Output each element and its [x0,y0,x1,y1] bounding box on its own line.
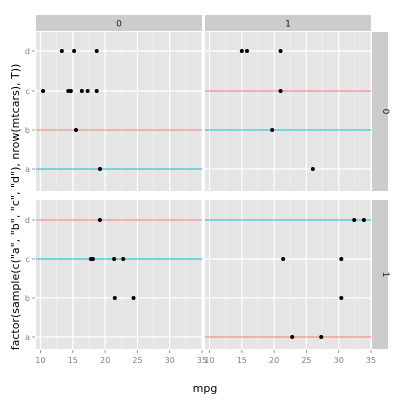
data-point [90,257,95,261]
panel-background [205,32,371,191]
x-tick-label: 25 [132,356,142,365]
x-axis-title: mpg [193,382,218,395]
data-point [79,89,84,93]
data-point [121,257,126,261]
y-axis-title: factor(sample(c("a", "b", "c", "d"), nro… [9,64,22,351]
data-point [244,49,249,53]
y-tick-label: b [25,126,30,135]
data-point [97,167,102,171]
facet-strip-label: 0 [116,20,122,30]
data-point [310,167,315,171]
data-point [361,218,366,222]
facet-strip-label: 1 [285,20,291,30]
y-tick-label: c [26,255,30,264]
y-tick-label: d [25,216,30,225]
y-tick-label: d [25,47,30,56]
x-tick-label: 30 [334,356,344,365]
y-tick-label: c [26,87,30,96]
data-point [239,49,244,53]
x-tick-label: 15 [68,356,78,365]
x-tick-label: 20 [269,356,279,365]
data-point [74,128,79,132]
data-point [270,128,275,132]
data-point [94,49,99,53]
y-tick-label: a [25,165,30,174]
x-tick-label: 35 [197,356,207,365]
data-point [278,49,283,53]
data-point [85,89,90,93]
facet-strip-label: 0 [380,109,390,115]
data-point [281,257,286,261]
panel-background [36,200,202,349]
panel-background [36,32,202,191]
y-tick-label: b [25,294,30,303]
data-point [290,335,295,339]
data-point [94,89,99,93]
facet-strip-right [372,200,388,349]
data-point [112,257,117,261]
data-point [339,296,344,300]
data-point [97,218,102,222]
data-point [68,89,73,93]
facet-strip-right [372,32,388,191]
facet-strip-label: 1 [380,272,390,278]
data-point [352,218,357,222]
x-tick-label: 10 [35,356,45,365]
data-point [59,49,64,53]
x-tick-label: 10 [204,356,214,365]
data-point [319,335,324,339]
facet-strip-top [205,15,371,31]
data-point [41,89,46,93]
x-tick-label: 35 [366,356,376,365]
x-tick-label: 20 [100,356,110,365]
x-tick-label: 15 [237,356,247,365]
panel-background [205,200,371,349]
y-tick-label: a [25,333,30,342]
facet-strip-top [36,15,202,31]
x-tick-label: 30 [165,356,175,365]
data-point [112,296,117,300]
data-point [339,257,344,261]
data-point [131,296,136,300]
data-point [72,49,77,53]
data-point [278,89,283,93]
x-tick-label: 25 [301,356,311,365]
